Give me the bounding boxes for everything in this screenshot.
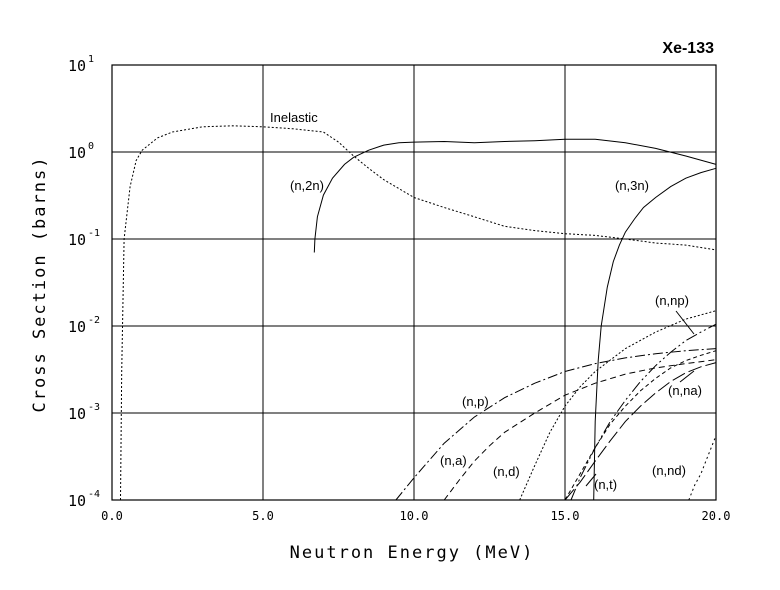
series-line-n-na	[564, 350, 717, 501]
leader-line	[675, 310, 695, 335]
series-line-n-d	[519, 310, 717, 501]
x-tick-label: 5.0	[252, 509, 274, 523]
series-label-n-3n: (n,3n)	[615, 178, 649, 193]
y-tick-label: 10 -3	[68, 402, 100, 423]
series-label-n-na: (n,na)	[668, 383, 702, 398]
series-label-n-d: (n,d)	[493, 464, 520, 479]
y-tick-exponent: -2	[88, 315, 100, 326]
x-tick-label: 0.0	[101, 509, 123, 523]
y-tick-base: 10	[68, 57, 86, 75]
y-tick-label: 10 -4	[68, 489, 100, 510]
series-line-n-t	[564, 362, 717, 501]
series-label-n-a: (n,a)	[440, 453, 467, 468]
y-tick-label: 10 1	[68, 54, 94, 75]
series-label-n-p: (n,p)	[462, 394, 489, 409]
x-tick-label: 10.0	[400, 509, 429, 523]
series-labels: Inelastic (n,2n) (n,3n) (n,p) (n,a) (n,d) (n,n…	[270, 110, 702, 492]
x-tick-label: 15.0	[551, 509, 580, 523]
series-line-n-3n	[593, 167, 717, 501]
grid-lines	[111, 64, 717, 501]
leader-line	[679, 370, 695, 383]
series-label-n-2n: (n,2n)	[290, 178, 324, 193]
x-tick-label: 20.0	[702, 509, 731, 523]
x-tick-labels: 0.0 5.0 10.0 15.0 20.0	[101, 509, 730, 523]
series-line-n-nd	[688, 435, 717, 501]
series-curves	[120, 125, 717, 501]
y-tick-label: 10 0	[68, 141, 94, 162]
series-line-n-2n	[313, 138, 717, 253]
y-tick-base: 10	[68, 231, 86, 249]
y-tick-base: 10	[68, 144, 86, 162]
y-tick-exponent: -4	[88, 489, 100, 500]
series-label-inelastic: Inelastic	[270, 110, 318, 125]
chart-title: Xe-133	[662, 40, 714, 57]
series-line-inelastic	[120, 125, 717, 501]
series-line-n-np	[570, 323, 717, 501]
series-label-n-t: (n,t)	[594, 477, 617, 492]
x-axis-label: Neutron Energy (MeV)	[290, 543, 535, 563]
leader-line	[585, 473, 597, 487]
y-tick-exponent: 0	[88, 141, 94, 152]
y-tick-label: 10 -1	[68, 228, 100, 249]
y-tick-base: 10	[68, 318, 86, 336]
y-tick-base: 10	[68, 405, 86, 423]
y-tick-base: 10	[68, 492, 86, 510]
series-label-n-nd: (n,nd)	[652, 463, 686, 478]
label-leader-lines	[585, 310, 695, 487]
series-line-n-p	[395, 348, 717, 501]
y-tick-exponent: -3	[88, 402, 100, 413]
y-tick-exponent: 1	[88, 54, 94, 65]
plot-frame	[111, 64, 717, 501]
series-label-n-np: (n,np)	[655, 293, 689, 308]
series-line-n-a	[443, 359, 717, 501]
y-tick-label: 10 -2	[68, 315, 100, 336]
y-axis-label: Cross Section (barns)	[30, 156, 50, 413]
y-tick-exponent: -1	[88, 228, 100, 239]
